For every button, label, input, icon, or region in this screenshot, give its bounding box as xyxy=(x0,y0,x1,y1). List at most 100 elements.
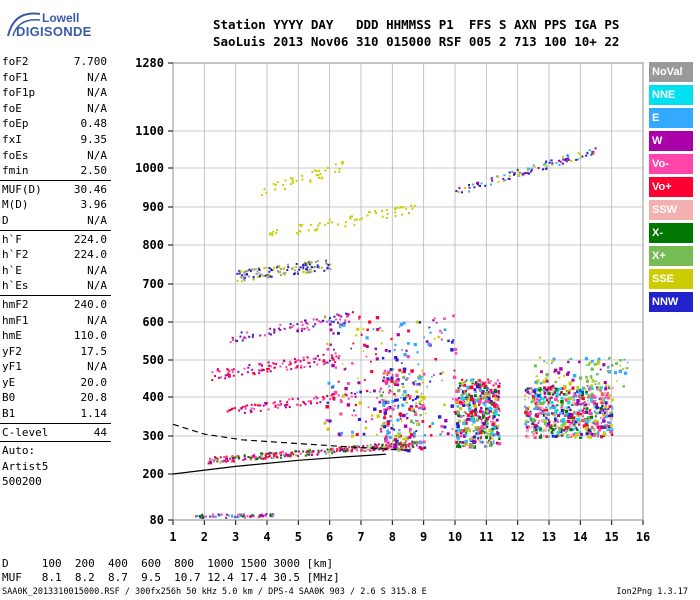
echo-point xyxy=(435,322,438,324)
echo-point xyxy=(578,360,581,364)
echo-point xyxy=(406,355,410,359)
echo-point xyxy=(215,457,218,460)
echo-point xyxy=(452,398,454,400)
echo-point xyxy=(390,379,394,383)
echo-point xyxy=(258,372,261,375)
echo-point xyxy=(434,357,438,361)
param-name: h`Es xyxy=(2,279,29,293)
echo-point xyxy=(491,390,495,395)
echo-point xyxy=(337,331,340,335)
scaled-parameters-panel: foF2 7.700 foF1 N/A foF1p N/A foE N/A foEp 0.48 fx… xyxy=(0,54,111,490)
echo-point xyxy=(568,388,572,392)
echo-point xyxy=(390,390,393,393)
echo-point xyxy=(316,227,319,230)
echo-point xyxy=(299,360,302,363)
echo-point xyxy=(550,424,553,427)
echo-point xyxy=(464,426,467,429)
echo-point xyxy=(468,184,470,186)
echo-point xyxy=(350,347,353,350)
echo-point xyxy=(568,358,570,361)
echo-point xyxy=(264,456,267,459)
echo-point xyxy=(588,411,592,415)
echo-point xyxy=(474,390,477,393)
echo-point xyxy=(339,412,343,416)
echo-point xyxy=(597,428,601,432)
echo-point xyxy=(416,422,419,426)
echo-point xyxy=(550,412,554,415)
echo-point xyxy=(258,369,261,372)
echo-point xyxy=(396,383,400,387)
echo-point xyxy=(269,513,272,516)
echo-point xyxy=(423,446,427,450)
echo-point xyxy=(315,174,318,177)
echo-point xyxy=(268,451,271,454)
echo-point xyxy=(513,172,516,175)
echo-point xyxy=(574,427,577,429)
echo-point xyxy=(402,367,407,371)
echo-point xyxy=(585,410,588,414)
echo-point xyxy=(579,413,582,416)
echo-point xyxy=(247,456,250,458)
echo-point xyxy=(526,169,529,172)
echo-point xyxy=(340,431,344,435)
echo-point xyxy=(543,386,547,390)
echo-point xyxy=(480,435,483,437)
echo-point xyxy=(461,378,464,381)
echo-point xyxy=(415,405,418,408)
echo-point xyxy=(259,334,262,337)
echo-point xyxy=(554,387,558,392)
echo-point xyxy=(508,175,511,178)
echo-point xyxy=(460,388,462,391)
echo-point xyxy=(229,341,232,344)
echo-point xyxy=(538,427,542,431)
echo-point xyxy=(325,262,328,265)
echo-point xyxy=(577,414,580,417)
echo-point xyxy=(399,417,402,420)
echo-point xyxy=(563,397,566,400)
echo-point xyxy=(480,436,483,439)
echo-point xyxy=(209,462,212,465)
echo-point xyxy=(532,395,536,399)
echo-point xyxy=(329,263,332,266)
echo-point xyxy=(278,266,281,269)
echo-point xyxy=(209,460,212,463)
echo-point xyxy=(331,447,334,450)
echo-point xyxy=(478,415,481,418)
echo-point xyxy=(314,265,317,268)
echo-point xyxy=(408,395,412,399)
echo-point xyxy=(268,364,270,367)
echo-point xyxy=(570,413,574,417)
echo-point xyxy=(466,417,470,421)
echo-point xyxy=(400,396,402,399)
echo-point xyxy=(545,409,549,412)
echo-point xyxy=(350,449,353,452)
param-row: D N/A xyxy=(0,213,111,229)
muf-row: MUF 8.1 8.2 8.7 9.5 10.7 12.4 17.4 30.5 … xyxy=(2,571,340,584)
echo-point xyxy=(553,370,556,373)
echo-point xyxy=(402,369,407,374)
param-row: hmF1 N/A xyxy=(0,313,111,329)
echo-point xyxy=(229,457,232,460)
echo-point xyxy=(344,450,347,453)
echo-point xyxy=(450,404,454,408)
echo-point xyxy=(440,338,443,341)
echo-point xyxy=(397,448,401,452)
echo-point xyxy=(589,375,593,378)
echo-point xyxy=(553,424,557,427)
echo-point xyxy=(507,177,510,180)
echo-point xyxy=(469,410,473,415)
echo-point xyxy=(455,190,458,193)
echo-point xyxy=(486,441,489,444)
echo-point xyxy=(594,396,597,399)
echo-point xyxy=(611,407,614,410)
echo-point xyxy=(313,397,316,400)
echo-point xyxy=(334,361,337,364)
echo-point xyxy=(555,412,558,415)
echo-point xyxy=(569,408,572,412)
echo-point xyxy=(611,365,614,367)
echo-point xyxy=(460,397,463,400)
echo-point xyxy=(270,275,273,278)
echo-point xyxy=(304,454,307,457)
echo-point xyxy=(439,433,442,436)
echo-point xyxy=(269,275,272,278)
